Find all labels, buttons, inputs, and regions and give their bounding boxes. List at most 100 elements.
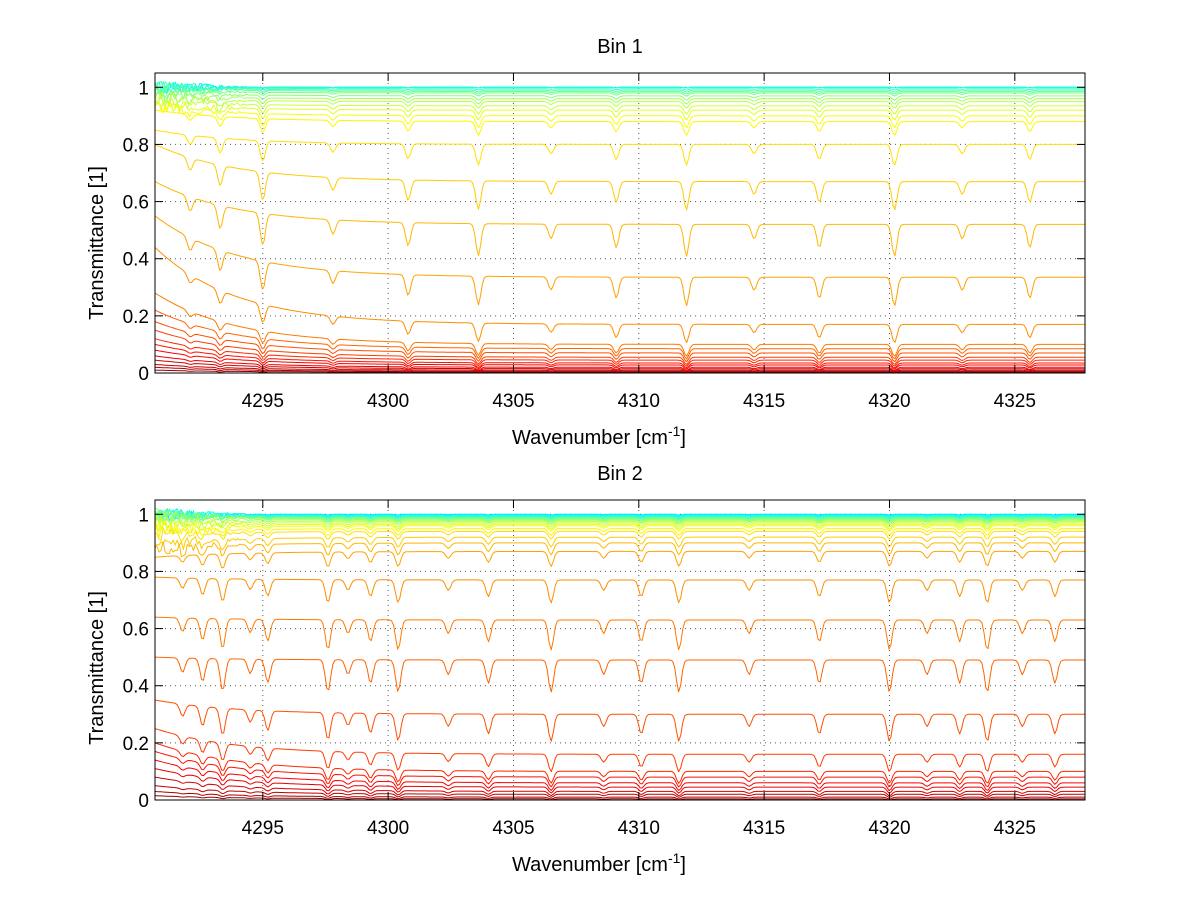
bin-1-spectrum-line	[154, 109, 1085, 136]
bin-1-spectrum-line	[154, 338, 1085, 367]
bin-2-spectrum-line	[154, 527, 1085, 542]
bin-1-ytick-label: 0.2	[123, 307, 149, 328]
bin-1-spectrum-line	[154, 363, 1085, 373]
bin-1-xtick-label: 4320	[868, 391, 910, 412]
bin-2-spectrum-line	[154, 536, 1085, 551]
bin-1-spectrum-line	[154, 349, 1085, 370]
bin-1-xtick-label: 4315	[743, 391, 785, 412]
bin-1-spectrum-line	[154, 359, 1085, 372]
bin-2-xlabel-superscript: -1	[668, 850, 681, 866]
bin-2-spectrum-line	[154, 541, 1085, 558]
bin-1-spectrum-line	[154, 355, 1085, 371]
bin-1-xlabel-superscript: -1	[668, 423, 681, 439]
bin-1-xtick-label: 4325	[994, 391, 1036, 412]
bin-2-panel: Bin 2 4295 4300 4305 4310 4315 4320 4325 0 0.2 0.…	[86, 463, 1086, 876]
bin-1-panel: Bin 1 4295 4300 4305 4310 4315 4320 4325 0 0.2 0.…	[86, 36, 1086, 449]
bin-2-ylabel: Transmittance [1]	[86, 591, 108, 745]
bin-1-spectrum-line	[154, 321, 1085, 363]
bin-2-xlabel-end: ]	[680, 854, 686, 876]
bin-1-ytick-label: 0.4	[123, 250, 150, 271]
bin-2-ytick-label: 0.8	[123, 562, 149, 583]
bin-1-spectrum-line	[154, 343, 1085, 369]
bin-2-ytick-label: 0.6	[123, 620, 149, 641]
bin-2-ytick-label: 0	[138, 791, 149, 812]
bin-1-spectrum-line	[154, 246, 1085, 344]
bin-2-xtick-label: 4315	[743, 818, 785, 839]
bin-1-xlabel: Wavenumber [cm-1]	[512, 423, 686, 449]
bin-2-spectrum-line	[154, 742, 1085, 784]
bin-2-xlabel: Wavenumber [cm-1]	[512, 850, 686, 876]
bin-2-xtick-label: 4325	[994, 818, 1036, 839]
bin-1-spectrum-line	[154, 215, 1085, 307]
bin-1-ticks: 4295 4300 4305 4310 4315 4320 4325 0 0.2 0.4 0.6 0.…	[123, 73, 1085, 412]
bin-1-ytick-label: 0	[138, 364, 149, 385]
bin-2-spectrum-line	[154, 510, 1085, 521]
bin-2-spectrum-line	[154, 525, 1085, 538]
bin-2-ytick-label: 0.2	[123, 734, 149, 755]
bin-2-spectrum-line	[154, 507, 1085, 523]
bin-2-spectrum-line	[154, 656, 1085, 693]
bin-2-xtick-label: 4295	[242, 818, 284, 839]
bin-1-axes-frame	[154, 72, 1086, 374]
bin-2-spectrum-line	[154, 519, 1085, 533]
bin-2-xlabel-main: Wavenumber [cm	[512, 854, 668, 876]
bin-2-spectrum-line	[154, 509, 1085, 522]
bin-2-spectrum-line	[154, 550, 1085, 569]
bin-1-spectrum-line	[154, 101, 1085, 121]
bin-1-spectrum-line	[154, 92, 1085, 109]
bin-1-spectrum-line	[154, 81, 1085, 94]
bin-2-ytick-label: 1	[138, 505, 149, 526]
bin-2-xtick-label: 4320	[868, 818, 910, 839]
bin-1-spectrum-line	[154, 129, 1085, 166]
bin-1-spectrum-line	[154, 91, 1085, 105]
bin-2-spectrum-line	[154, 790, 1085, 800]
bin-2-spectrum-line	[154, 699, 1085, 742]
bin-1-spectrum-line	[154, 89, 1085, 101]
bin-1-spectrum-line	[154, 181, 1085, 257]
bin-1-spectrum-line	[154, 369, 1085, 374]
bin-1-ytick-label: 1	[138, 78, 149, 99]
bin-1-xtick-label: 4295	[242, 391, 284, 412]
bin-1-xlabel-main: Wavenumber [cm	[512, 427, 668, 449]
bin-2-spectrum-line	[154, 517, 1085, 529]
bin-1-ytick-label: 0.6	[123, 193, 149, 214]
bin-2-xtick-label: 4310	[618, 818, 660, 839]
bin-2-spectrum-line	[154, 750, 1085, 788]
bin-2-xtick-label: 4300	[367, 818, 409, 839]
bin-1-spectrum-line	[154, 309, 1085, 360]
bin-1-spectrum-line	[154, 82, 1085, 94]
bin-2-title: Bin 2	[597, 463, 643, 485]
bin-1-spectrum-line	[154, 81, 1085, 95]
bin-2-ytick-label: 0.4	[123, 677, 150, 698]
bin-2-axes-frame	[154, 499, 1086, 801]
bin-2-series	[154, 507, 1085, 801]
bin-2-spectrum-line	[154, 795, 1085, 801]
bin-1-ytick-label: 0.8	[123, 135, 149, 156]
bin-2-ticks: 4295 4300 4305 4310 4315 4320 4325 0 0.2 0.4 0.6 0.…	[123, 500, 1085, 839]
bin-2-xtick-label: 4305	[492, 818, 534, 839]
bin-1-spectrum-line	[154, 83, 1085, 98]
bin-1-spectrum-line	[154, 80, 1085, 95]
bin-1-xlabel-end: ]	[680, 427, 686, 449]
bin-2-spectrum-line	[154, 511, 1085, 524]
bin-2-spectrum-line	[154, 768, 1085, 794]
bin-1-ylabel: Transmittance [1]	[86, 166, 108, 320]
bin-1-spectrum-line	[154, 95, 1085, 115]
bin-1-spectrum-line	[154, 329, 1085, 365]
bin-2-spectrum-line	[154, 616, 1085, 651]
bin-1-series	[154, 80, 1085, 374]
bin-1-xtick-label: 4310	[618, 391, 660, 412]
bin-1-spectrum-line	[154, 366, 1085, 374]
bin-1-title: Bin 1	[597, 36, 643, 58]
bin-2-spectrum-line	[154, 576, 1085, 604]
bin-1-spectrum-line	[154, 143, 1085, 211]
bin-1-xtick-label: 4300	[367, 391, 409, 412]
bin-2-spectrum-line	[154, 728, 1085, 773]
bin-2-grid	[155, 500, 1085, 800]
bin-1-spectrum-line	[154, 102, 1085, 129]
bin-2-spectrum-line	[154, 514, 1085, 528]
bin-2-spectrum-line	[154, 776, 1085, 797]
bin-1-spectrum-line	[154, 292, 1085, 357]
bin-2-spectrum-line	[154, 785, 1085, 798]
